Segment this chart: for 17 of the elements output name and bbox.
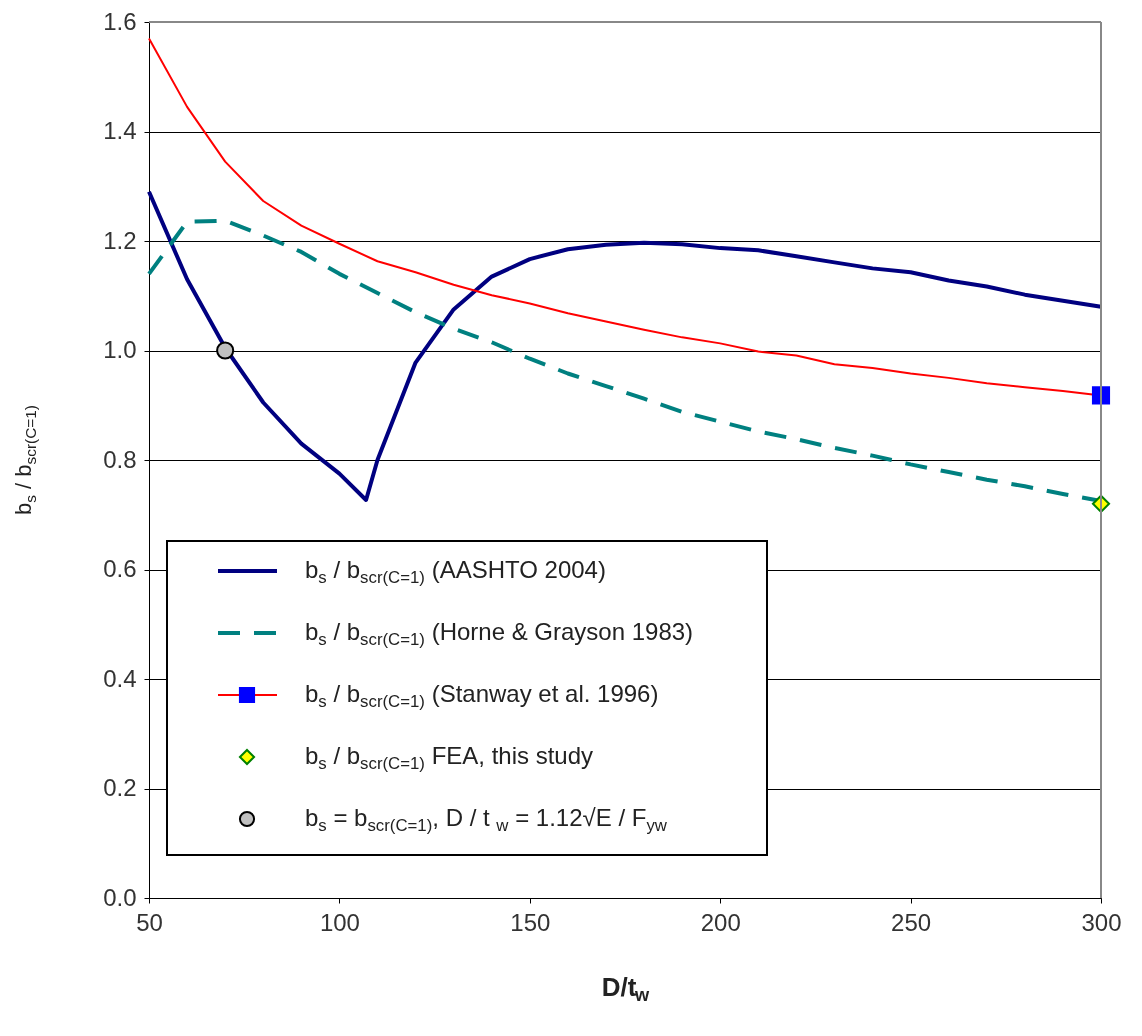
y-axis-title: bs / bscr(C=1): [11, 405, 39, 515]
x-tick-label: 100: [319, 908, 360, 936]
point: [216, 341, 235, 360]
x-tick-label: 50: [136, 908, 163, 936]
y-tick-label: 0.4: [103, 664, 137, 692]
y-tick-label: 1.6: [103, 7, 137, 35]
y-tick-label: 1.2: [103, 226, 137, 254]
x-tick-label: 300: [1081, 908, 1122, 936]
x-tick-label: 250: [891, 908, 932, 936]
x-tick-label: 200: [700, 908, 741, 936]
y-tick-label: 1.4: [103, 117, 137, 144]
y-tick-label: 1.0: [103, 336, 137, 363]
y-tick-label: 0.2: [103, 774, 137, 801]
x-tick-label: 150: [510, 908, 551, 936]
y-tick-label: 0.8: [103, 445, 137, 473]
y-tick-label: 0.0: [103, 883, 137, 911]
y-tick-label: 0.6: [103, 555, 137, 582]
